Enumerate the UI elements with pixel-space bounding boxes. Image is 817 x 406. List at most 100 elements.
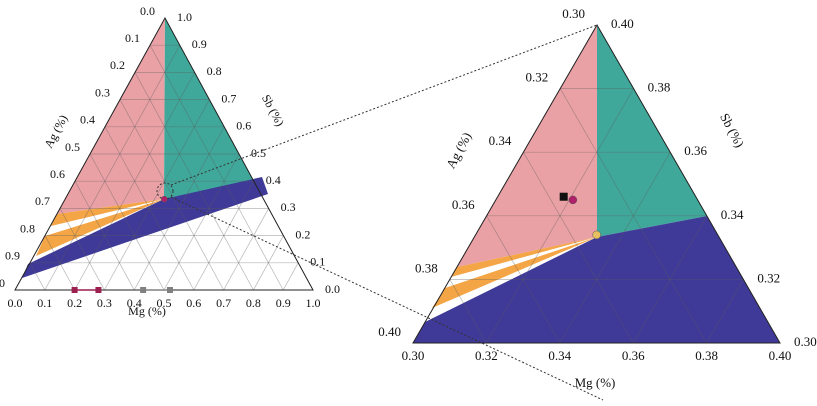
tick-label: 0.34 [548, 348, 571, 363]
tick-label: 0.6 [186, 296, 201, 310]
grid-line [29, 262, 46, 291]
tick-label: 0.4 [80, 113, 95, 127]
tick-label: 0.0 [325, 282, 340, 296]
axis-title: Mg (%) [128, 304, 166, 318]
point [140, 287, 147, 293]
connector [170, 196, 604, 401]
triangle-frame [412, 23, 781, 344]
tick-label: 0.8 [246, 296, 261, 310]
point [161, 195, 168, 203]
grid-line [89, 153, 165, 291]
grid-line [104, 99, 210, 291]
tick-label: 0.1 [125, 31, 140, 45]
tick-label: 0.40 [611, 16, 634, 31]
grid-line [253, 235, 284, 291]
grid-line [104, 126, 195, 291]
point [71, 287, 78, 293]
grid-line [223, 208, 269, 291]
tick-label: 0.9 [5, 249, 20, 263]
grid-line [559, 152, 671, 344]
tick-label: 0.32 [757, 270, 780, 285]
tick-label: 1.0 [306, 296, 321, 310]
grid-line [134, 72, 254, 291]
tick-label: 0.3 [97, 296, 112, 310]
tick-label: 0.38 [648, 80, 671, 95]
tick-label: 0.9 [276, 296, 291, 310]
tick-label: 0.9 [192, 37, 207, 51]
grid-line [706, 279, 744, 344]
tick-label: 0.5 [65, 140, 80, 154]
grid-line [193, 181, 255, 291]
point [95, 287, 102, 293]
point [559, 192, 568, 201]
tick-label: 0.36 [684, 143, 707, 158]
tick-label: 0.30 [562, 6, 585, 21]
tick-label: 0.40 [769, 348, 792, 363]
tick-label: 0.32 [525, 70, 548, 85]
region [51, 199, 164, 226]
tick-label: 1.0 [0, 276, 5, 290]
grid-line [486, 215, 561, 344]
grid-line [74, 181, 135, 291]
tick-label: 0.6 [236, 119, 251, 133]
region [451, 237, 597, 277]
region [164, 18, 254, 199]
tick-label: 0.0 [8, 296, 23, 310]
tick-label: 0.30 [402, 348, 425, 363]
point [166, 287, 173, 293]
tick-label: 1.0 [177, 10, 192, 24]
point [592, 230, 601, 240]
axis-title: Sb (%) [259, 92, 287, 128]
axis-title: Mg (%) [575, 375, 616, 390]
regions-zoom [413, 25, 780, 343]
grid-line [449, 279, 487, 344]
tick-label: 0.34 [489, 133, 512, 148]
region [432, 237, 597, 308]
tick-label: 0.36 [452, 197, 475, 212]
region [413, 216, 780, 343]
tick-label: 0.7 [216, 296, 231, 310]
grid-line [44, 45, 181, 291]
grid-line [74, 72, 195, 291]
tick-label: 0.34 [721, 207, 744, 222]
grid-line [133, 126, 225, 291]
grid-line [486, 88, 634, 344]
tick-label: 0.7 [35, 194, 50, 208]
tick-label: 0.30 [794, 334, 817, 349]
tick-label: 0.1 [310, 255, 325, 269]
tick-label: 0.8 [20, 221, 35, 235]
tick-label: 0.32 [475, 348, 498, 363]
axis-title: Ag (%) [443, 130, 474, 171]
grid-line [59, 208, 105, 291]
tick-label: 0.5 [251, 146, 266, 160]
tick-label: 0.1 [37, 296, 52, 310]
tick-label: 0.7 [221, 91, 236, 105]
tick-label: 0.38 [695, 348, 718, 363]
region [36, 199, 164, 256]
grid-line [44, 235, 75, 291]
tick-label: 0.36 [622, 348, 645, 363]
tick-label: 0.40 [378, 324, 401, 339]
point [568, 195, 578, 205]
tick-label: 0.2 [110, 58, 125, 72]
grid-line [523, 152, 634, 344]
tick-label: 0.4 [266, 173, 281, 187]
labels: 0.0 0.1 0.2 0.3 0.4 0.5 0.6 0.7 0.8 0.9 1.00.00.10… [0, 4, 817, 363]
grid-line [282, 262, 299, 291]
grid-line [559, 88, 707, 344]
grid-line [163, 153, 240, 291]
grid-line [632, 215, 708, 344]
tick-label: 0.3 [95, 85, 110, 99]
tick-label: 0.0 [140, 4, 155, 18]
region [597, 25, 707, 237]
tick-label: 0.5 [157, 296, 172, 310]
axis-title: Sb (%) [717, 111, 747, 150]
tick-label: 0.38 [415, 260, 438, 275]
tick-label: 0.2 [67, 296, 82, 310]
region [22, 177, 268, 278]
tick-label: 0.3 [281, 200, 296, 214]
tick-label: 0.4 [127, 296, 142, 310]
tick-label: 0.2 [295, 227, 310, 241]
regions-left [22, 18, 268, 278]
